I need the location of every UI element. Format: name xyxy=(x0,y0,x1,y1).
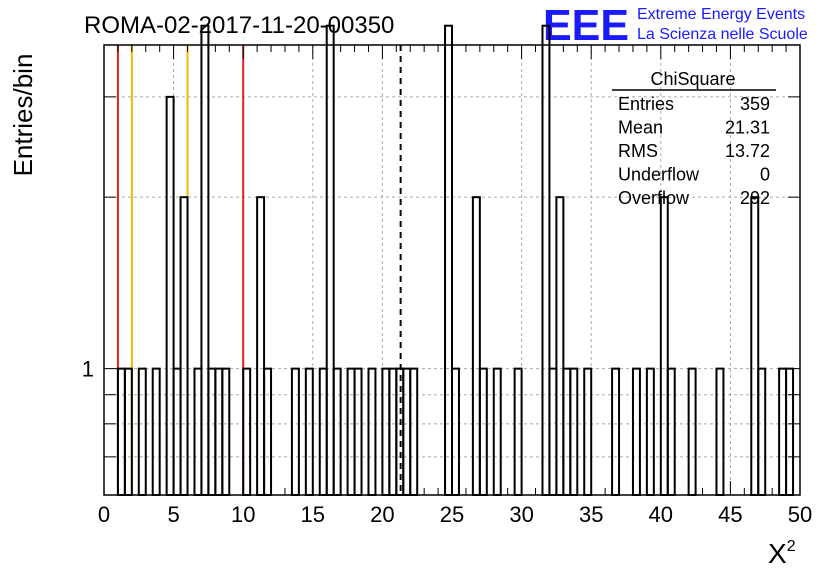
histogram-bin xyxy=(583,367,593,496)
stats-value: 21.31 xyxy=(725,118,770,138)
histogram-bin xyxy=(548,367,558,496)
y-axis-ticks: 1 xyxy=(82,96,800,496)
histogram-bin xyxy=(304,367,314,496)
histogram-bin xyxy=(778,367,788,496)
histogram-bin xyxy=(367,367,377,496)
stats-title: ChiSquare xyxy=(650,69,735,89)
histogram-bin xyxy=(151,367,161,496)
x-axis-label-base: X xyxy=(768,538,787,569)
histogram-bin xyxy=(555,196,565,497)
x-tick-label: 25 xyxy=(440,502,464,527)
histogram-bin xyxy=(179,196,189,497)
histogram-bin xyxy=(492,367,502,496)
histogram-bin xyxy=(757,367,767,496)
histogram-bin xyxy=(346,367,356,496)
histogram-bin xyxy=(137,367,147,496)
histogram-bin xyxy=(444,24,454,497)
chart-title: ROMA-02-2017-11-20-00350 xyxy=(84,12,394,39)
histogram-bin xyxy=(193,367,203,496)
stats-value: 13.72 xyxy=(725,141,770,161)
histogram-bin xyxy=(409,367,419,496)
histogram-bin xyxy=(123,367,133,496)
x-tick-label: 0 xyxy=(98,502,110,527)
histogram-bin xyxy=(785,367,795,496)
histogram-bin xyxy=(353,367,363,496)
eee-logo-mark: EEE xyxy=(543,1,629,50)
histogram-bin xyxy=(388,367,398,496)
histogram-bin xyxy=(172,367,182,496)
histogram-bin xyxy=(332,367,342,496)
histogram-bin xyxy=(263,367,273,496)
histogram-bin xyxy=(242,367,252,496)
stats-value: 359 xyxy=(740,94,770,114)
histogram-bin xyxy=(562,367,572,496)
stats-label: RMS xyxy=(618,141,658,161)
histogram-bin xyxy=(221,367,231,496)
histogram-bin xyxy=(541,24,551,497)
x-axis-ticks: 0 5 10 15 20 25 30 35 40 45 50 xyxy=(98,45,812,527)
histogram-bin xyxy=(214,367,224,496)
x-tick-label: 5 xyxy=(167,502,179,527)
histogram-bin xyxy=(451,367,460,496)
histogram-bin xyxy=(290,367,300,496)
histogram-bin xyxy=(116,367,126,496)
stats-label: Mean xyxy=(618,118,663,138)
histogram-bin xyxy=(402,367,412,496)
histogram-bin xyxy=(750,196,760,497)
histogram-bin xyxy=(715,367,725,496)
x-tick-label: 30 xyxy=(509,502,533,527)
y-axis-label: Entries/bin xyxy=(8,54,38,177)
y-tick-label: 1 xyxy=(82,357,94,382)
histogram-bin xyxy=(200,24,210,497)
histogram-bin xyxy=(471,196,481,497)
histogram-bin xyxy=(165,95,175,497)
histogram-bin xyxy=(666,367,676,496)
histogram-bin xyxy=(569,367,579,496)
x-tick-label: 35 xyxy=(579,502,603,527)
histogram-bin xyxy=(631,367,641,496)
stats-label: Entries xyxy=(618,94,674,114)
histogram-bin xyxy=(645,367,655,496)
stats-label: Overflow xyxy=(618,188,690,208)
histogram-bin xyxy=(325,24,335,497)
logo-line-2: La Scienza nelle Scuole xyxy=(637,26,808,43)
eee-logo: EEE Extreme Energy Events La Scienza nel… xyxy=(543,1,808,50)
histogram-bin xyxy=(659,196,669,497)
stats-box: ChiSquare Entries 359 Mean 21.31 RMS 13.72 Und… xyxy=(612,69,776,208)
x-tick-label: 50 xyxy=(788,502,812,527)
histogram-bin xyxy=(318,367,328,496)
x-tick-label: 10 xyxy=(231,502,255,527)
histogram-bin xyxy=(207,367,217,496)
stats-value: 292 xyxy=(740,188,770,208)
histogram-bin xyxy=(611,367,621,496)
x-tick-label: 45 xyxy=(718,502,742,527)
x-tick-label: 20 xyxy=(370,502,394,527)
histogram-bin xyxy=(256,196,266,497)
stats-label: Underflow xyxy=(618,165,700,185)
histogram-bin xyxy=(513,367,523,496)
x-tick-label: 15 xyxy=(301,502,325,527)
histogram-bins xyxy=(116,24,795,497)
histogram-bin xyxy=(687,367,697,496)
x-tick-label: 40 xyxy=(649,502,673,527)
histogram-bin xyxy=(381,367,391,496)
x-axis-label: X2 xyxy=(768,538,796,569)
stats-value: 0 xyxy=(760,165,770,185)
x-axis-label-superscript: 2 xyxy=(787,538,796,555)
logo-line-1: Extreme Energy Events xyxy=(637,6,805,23)
histogram-bin xyxy=(478,367,488,496)
